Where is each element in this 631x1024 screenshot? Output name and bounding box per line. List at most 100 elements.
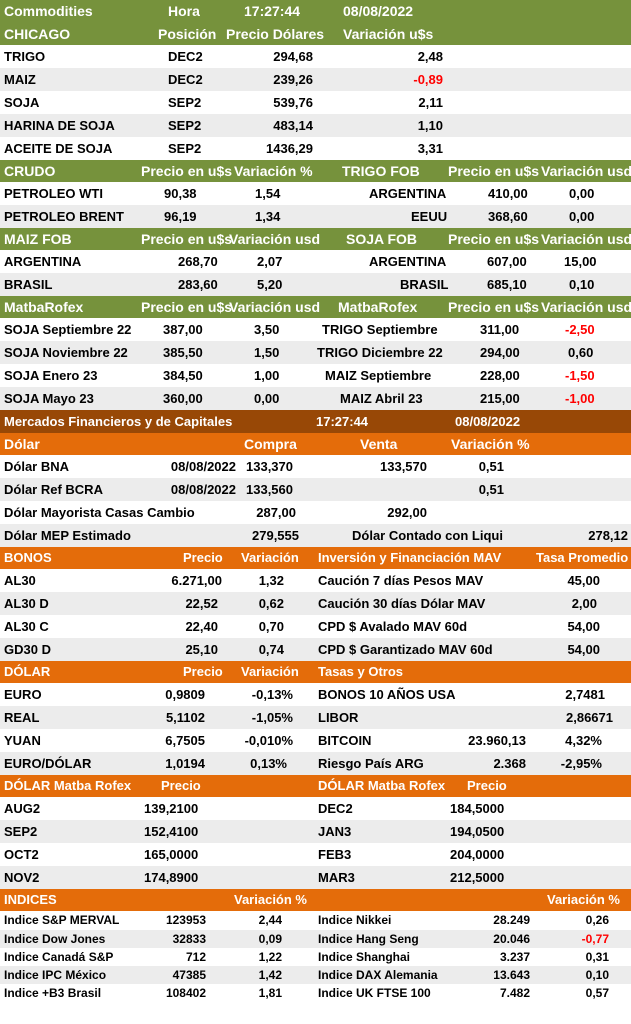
cell: NOV2 <box>4 870 40 885</box>
cell: Dólar Mayorista Casas Cambio <box>4 505 195 520</box>
cell: -2,50 <box>565 322 595 337</box>
cell: 1,54 <box>255 186 281 201</box>
cell: MAIZ Abril 23 <box>340 391 423 406</box>
cell: DEC2 <box>168 72 203 87</box>
cell: 2,48 <box>417 49 443 64</box>
cell: 368,60 <box>488 209 528 224</box>
cell: SEP2 <box>168 141 202 156</box>
cell: Variación <box>241 550 299 565</box>
cell: 23.960,13 <box>468 733 526 748</box>
cell: Tasa Promedio <box>536 550 629 565</box>
cell: 54,00 <box>567 619 600 634</box>
cell: 32833 <box>172 932 206 946</box>
cell: 0,51 <box>478 459 504 474</box>
cell: SOJA Mayo 23 <box>4 391 94 406</box>
cell: TRIGO Septiembre <box>322 322 438 337</box>
cell: -1,00 <box>565 391 595 406</box>
chicago-row: HARINA DE SOJA SEP2 483,14 1,10 <box>0 114 631 137</box>
tasas-row: REAL 5,1102 -1,05% LIBOR 2,86671 <box>0 706 631 729</box>
cell: 294,68 <box>273 49 313 64</box>
cell: -0,89 <box>413 72 443 87</box>
cell: INDICES <box>4 892 57 907</box>
cell: 385,50 <box>163 345 203 360</box>
cell: 6,7505 <box>165 733 205 748</box>
cell: Venta <box>360 436 398 452</box>
cell: SEP2 <box>168 95 202 110</box>
cell: 2,11 <box>418 95 443 110</box>
dolar-row: Dólar Mayorista Casas Cambio 287,00 292,00 <box>0 501 631 524</box>
cell: 1,32 <box>258 573 284 588</box>
cell: Compra <box>244 436 297 452</box>
dolar-row: Dólar BNA 08/08/2022 133,370 133,570 0,51 <box>0 455 631 478</box>
cell: -0,010% <box>244 733 293 748</box>
cell: Indice +B3 Brasil <box>4 986 102 1000</box>
cell: 108402 <box>165 986 206 1000</box>
cell: DEC2 <box>318 801 353 816</box>
cell: SOJA Noviembre 22 <box>4 345 128 360</box>
section-dolar-matba: DÓLAR Matba Rofex Precio DÓLAR Matba Rofex… <box>0 775 631 797</box>
cell: Indice Shanghai <box>318 950 411 964</box>
chicago-row: MAIZ DEC2 239,26 -0,89 <box>0 68 631 91</box>
header-mercados: Mercados Financieros y de Capitales 17:27… <box>0 410 631 433</box>
section-chicago: CHICAGO Posición Precio Dólares Variación u… <box>0 23 631 45</box>
cell: AL30 C <box>4 619 49 634</box>
cell: 25,10 <box>185 642 218 657</box>
cell: 0,57 <box>585 986 609 1000</box>
cell: GD30 D <box>4 642 51 657</box>
cell: -0,13% <box>251 687 293 702</box>
section-bonos: BONOS Precio Variación Inversión y Financia… <box>0 547 631 569</box>
cell: Variación % <box>547 892 620 907</box>
cell: BONOS 10 AÑOS USA <box>318 687 456 702</box>
cell: 08/08/2022 <box>455 414 521 429</box>
cell: 0,10 <box>585 968 609 982</box>
cell: Caución 30 días Dólar MAV <box>318 596 486 611</box>
cell: -1,05% <box>251 710 293 725</box>
cell: 08/08/2022 <box>343 3 414 19</box>
section-maiz-soja-fob: MAIZ FOB Precio en u$s Variación usd SOJA F… <box>0 228 631 250</box>
cell: Indice IPC México <box>4 968 107 982</box>
cell: SOJA Enero 23 <box>4 368 98 383</box>
cell: Dólar Ref BCRA <box>4 482 103 497</box>
cell: 133,560 <box>246 482 293 497</box>
indices-row: Indice S&P MERVAL 123953 2,44 Indice Nikkei… <box>0 911 631 930</box>
cell: -0,77 <box>581 932 609 946</box>
cell: 0,70 <box>258 619 284 634</box>
cell: 22,40 <box>185 619 218 634</box>
bonos-row: AL30 6.271,00 1,32 Caución 7 días Pesos MAV… <box>0 569 631 592</box>
matbarofex-row: SOJA Enero 23 384,50 1,00 MAIZ Septiembre 22… <box>0 364 631 387</box>
cell: Caución 7 días Pesos MAV <box>318 573 484 588</box>
fob-row: ARGENTINA 268,70 2,07 ARGENTINA 607,00 15,00 <box>0 250 631 273</box>
dolar-matba-row: OCT2 165,0000 FEB3 204,0000 <box>0 843 631 866</box>
cell: 139,2100 <box>144 801 199 816</box>
cell: Precio <box>467 778 507 793</box>
cell: 08/08/2022 <box>170 482 236 497</box>
cell: EEUU <box>411 209 448 224</box>
cell: 2,07 <box>257 254 283 269</box>
cell: Dólar Contado con Liqui <box>352 528 503 543</box>
indices-row: Indice Canadá S&P 712 1,22 Indice Shanghai 3… <box>0 948 631 966</box>
cell: 1436,29 <box>266 141 313 156</box>
cell: OCT2 <box>4 847 39 862</box>
cell: TRIGO FOB <box>342 163 420 179</box>
cell: ACEITE DE SOJA <box>4 141 113 156</box>
cell: 2.368 <box>493 756 526 771</box>
cell: Indice S&P MERVAL <box>4 913 120 927</box>
cell: SEP2 <box>168 118 202 133</box>
tasas-row: EURO 0,9809 -0,13% BONOS 10 AÑOS USA 2,7481 <box>0 683 631 706</box>
cell: Variación <box>241 664 299 679</box>
cell: 90,38 <box>164 186 197 201</box>
dolar-matba-row: AUG2 139,2100 DEC2 184,5000 <box>0 797 631 820</box>
matbarofex-row: SOJA Septiembre 22 387,00 3,50 TRIGO Septie… <box>0 318 631 341</box>
cell: Precio <box>161 778 201 793</box>
cell: Commodities <box>4 3 93 19</box>
cell: Variación usd <box>541 231 631 247</box>
cell: 212,5000 <box>450 870 505 885</box>
cell: 2,7481 <box>565 687 605 702</box>
cell: CHICAGO <box>4 26 71 42</box>
cell: 0,60 <box>568 345 594 360</box>
cell: Precio en u$s <box>448 299 540 315</box>
cell: 0,00 <box>254 391 280 406</box>
cell: 5,20 <box>257 277 283 292</box>
cell: 174,8900 <box>144 870 199 885</box>
cell: Indice Canadá S&P <box>4 950 114 964</box>
